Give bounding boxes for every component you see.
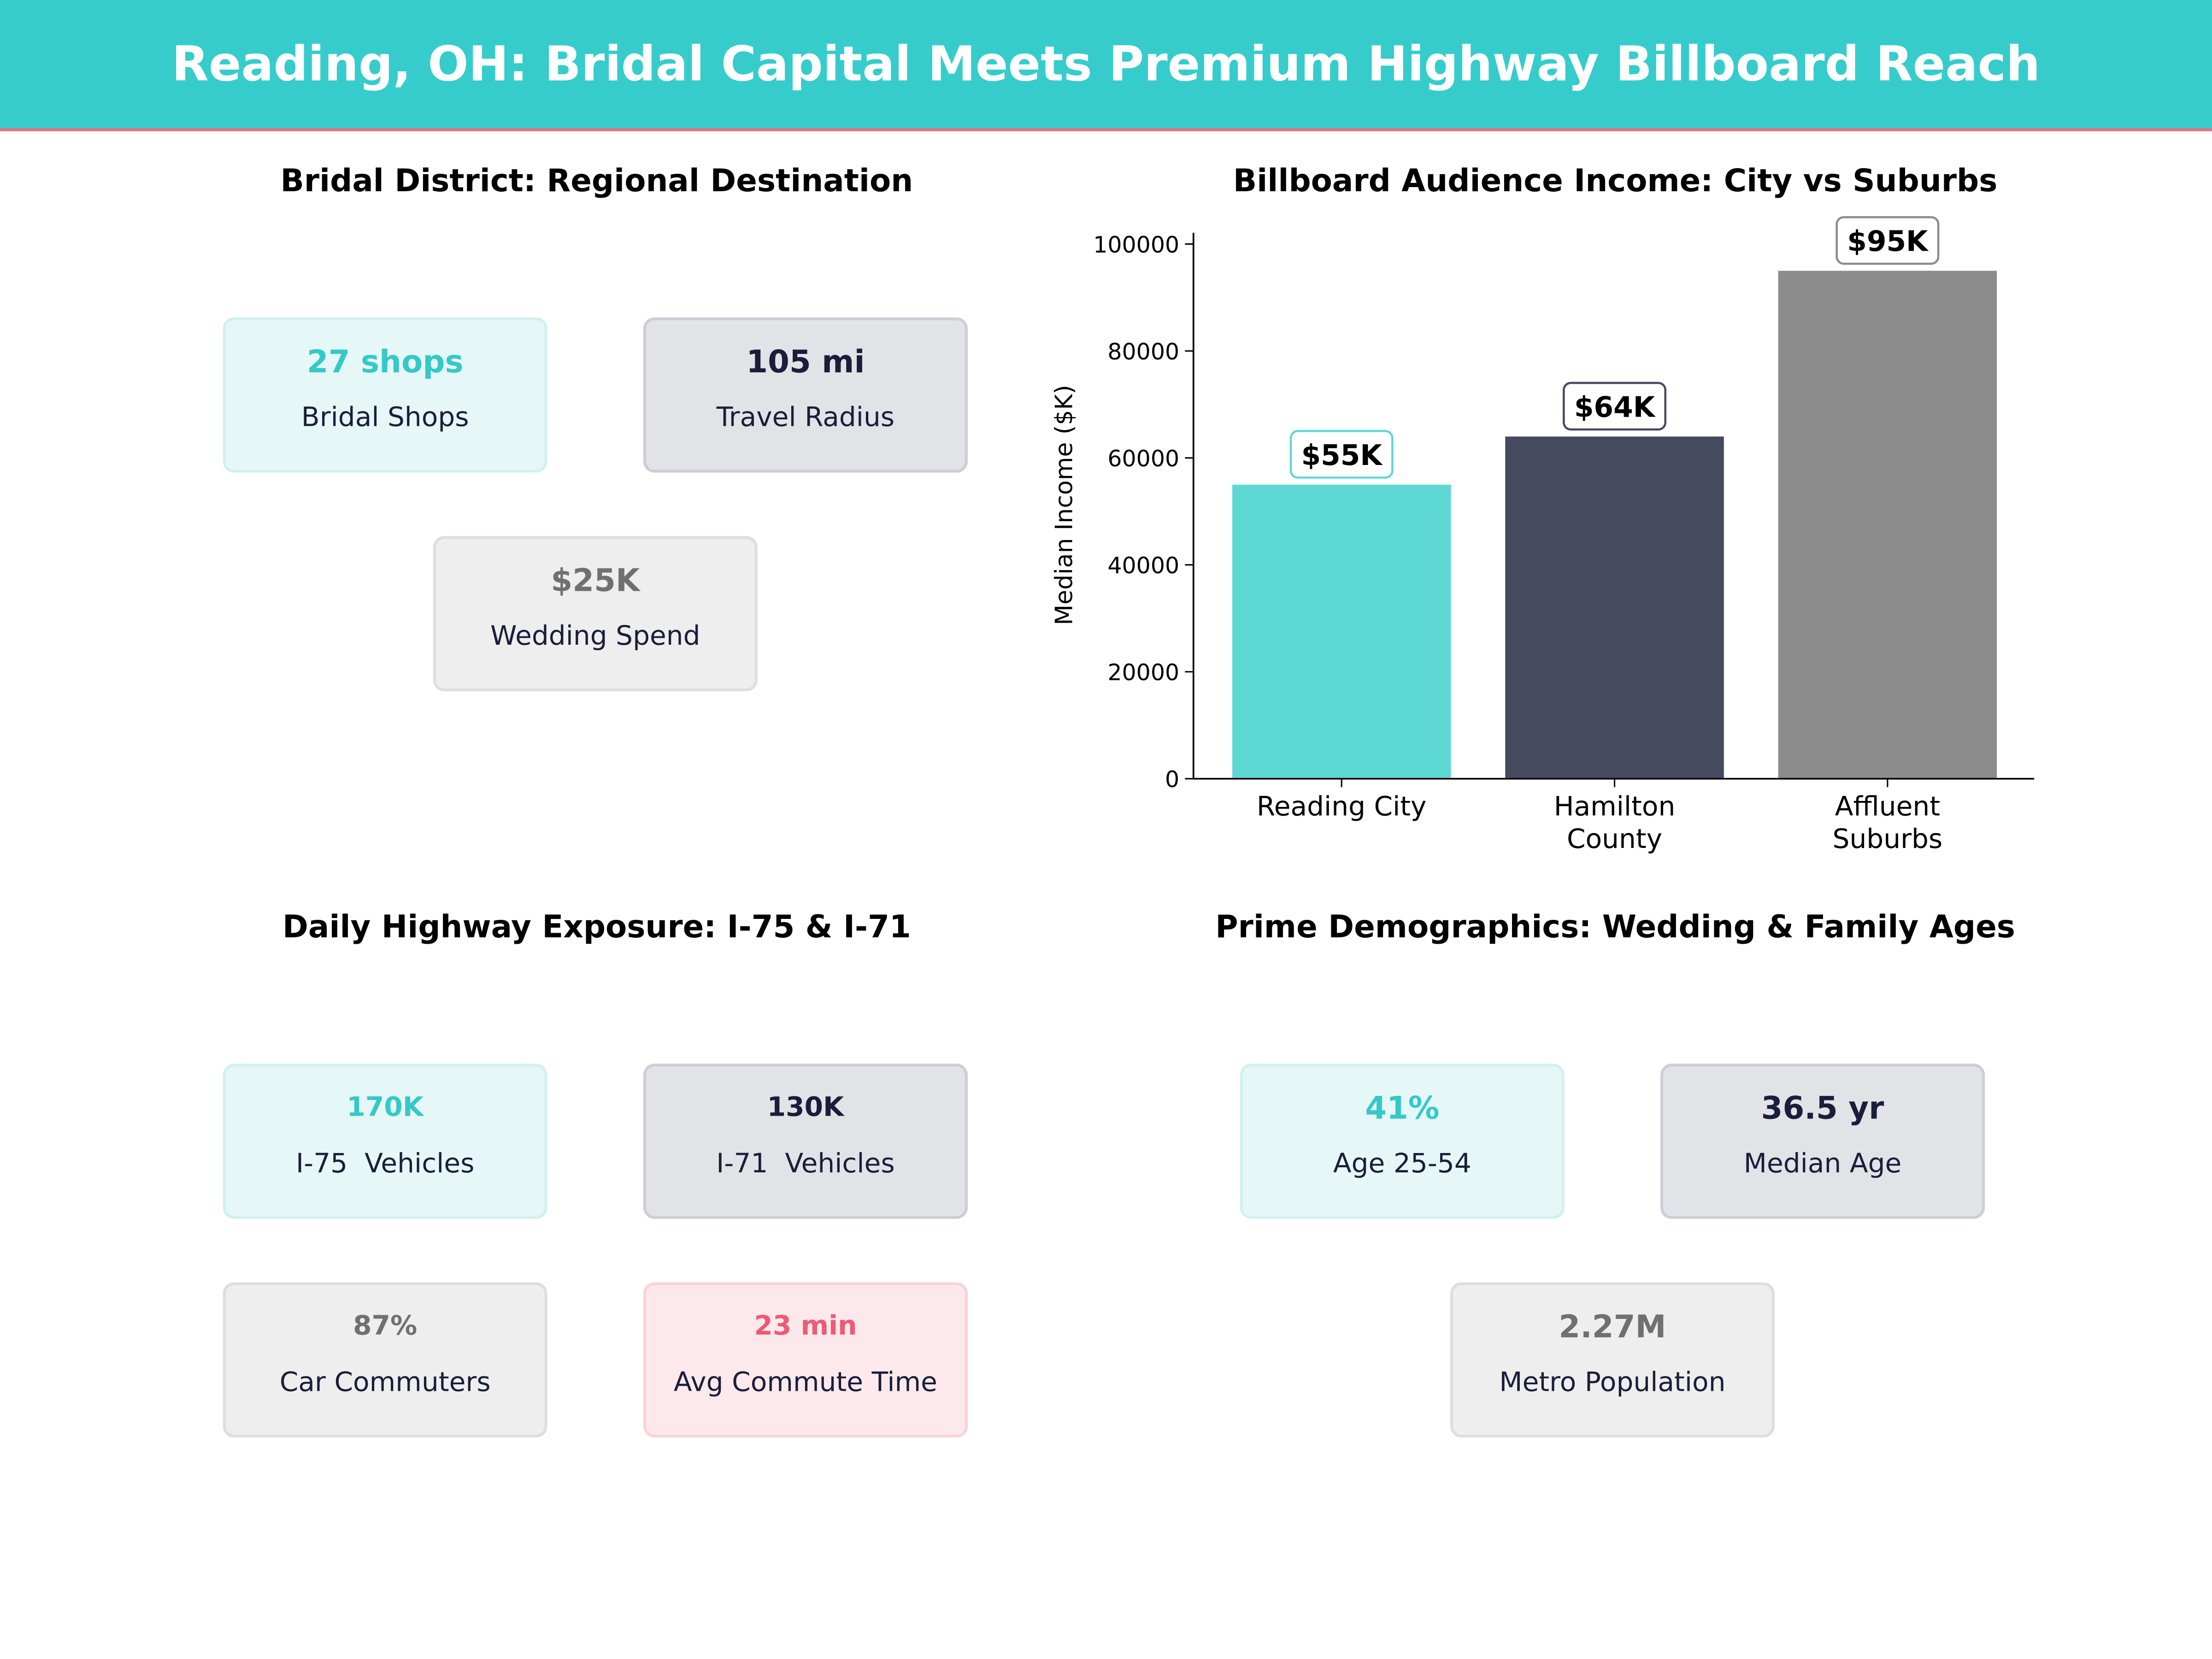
demographics-panel-title: Prime Demographics: Wedding & Family Age… — [1215, 911, 2015, 946]
stat-value: 36.5 yr — [1761, 1092, 1884, 1127]
bridal-stat-card: 105 mi Travel Radius — [643, 317, 968, 473]
stat-label: Wedding Spend — [490, 620, 700, 652]
y-tick-label: 100000 — [1093, 232, 1179, 258]
data-label: $95K — [1847, 225, 1929, 258]
demographics-stat-card: 2.27M Metro Population — [1450, 1282, 1775, 1438]
stat-value: 23 min — [754, 1310, 857, 1342]
header-banner: Reading, OH: Bridal Capital Meets Premiu… — [0, 0, 2212, 131]
bridal-stat-card: 27 shops Bridal Shops — [223, 317, 547, 473]
stat-label: Median Age — [1743, 1148, 1902, 1180]
y-tick-label: 60000 — [1107, 446, 1179, 472]
highway-panel-title: Daily Highway Exposure: I-75 & I-71 — [282, 911, 911, 946]
stat-value: 2.27M — [1559, 1310, 1666, 1346]
stat-label: I-75 Vehicles — [295, 1148, 475, 1180]
x-tick-label: Reading City — [1257, 790, 1427, 822]
stat-label: Avg Commute Time — [673, 1367, 937, 1398]
stat-value: 170K — [347, 1092, 424, 1123]
chart-title: Billboard Audience Income: City vs Subur… — [1233, 164, 1998, 200]
highway-stat-card: 130K I-71 Vehicles — [643, 1064, 968, 1219]
stat-label: I-71 Vehicles — [716, 1148, 895, 1180]
stat-value: 130K — [767, 1092, 844, 1123]
data-label-box — [1835, 216, 1940, 265]
bar — [1505, 436, 1724, 779]
x-tick-label: Hamilton — [1554, 790, 1676, 822]
highway-stat-card: 170K I-75 Vehicles — [223, 1064, 547, 1219]
x-tick-label: County — [1567, 823, 1662, 854]
bar — [1778, 271, 1997, 779]
y-tick-label: 20000 — [1107, 659, 1179, 686]
data-label-box — [1289, 430, 1394, 479]
x-tick-label: Suburbs — [1833, 823, 1943, 854]
highway-stat-card: 23 min Avg Commute Time — [643, 1282, 968, 1438]
bridal-stat-card: $25K Wedding Spend — [433, 536, 758, 691]
stat-label: Travel Radius — [716, 402, 895, 433]
y-tick-label: 0 — [1165, 766, 1179, 793]
stat-value: 41% — [1365, 1092, 1440, 1127]
x-tick-label: Affluent — [1835, 790, 1940, 822]
data-label-box — [1563, 382, 1667, 431]
y-tick-label: 80000 — [1107, 339, 1179, 365]
stat-label: Car Commuters — [279, 1367, 491, 1398]
data-label: $55K — [1301, 439, 1383, 472]
bridal-panel-title: Bridal District: Regional Destination — [280, 164, 913, 200]
bar — [1232, 484, 1451, 779]
y-tick-label: 40000 — [1107, 553, 1179, 579]
y-axis-label: Median Income ($K) — [1051, 385, 1078, 625]
data-label: $64K — [1574, 391, 1656, 424]
stat-label: Metro Population — [1499, 1367, 1726, 1398]
highway-stat-card: 87% Car Commuters — [223, 1282, 547, 1438]
page-title: Reading, OH: Bridal Capital Meets Premiu… — [171, 36, 2041, 93]
demographics-stat-card: 36.5 yr Median Age — [1660, 1064, 1985, 1219]
stat-value: $25K — [551, 564, 640, 600]
stat-label: Age 25-54 — [1333, 1148, 1471, 1180]
stat-value: 105 mi — [746, 345, 865, 381]
stat-value: 27 shops — [306, 345, 464, 381]
stat-label: Bridal Shops — [301, 402, 469, 433]
demographics-stat-card: 41% Age 25-54 — [1240, 1064, 1565, 1219]
stat-value: 87% — [353, 1310, 418, 1342]
